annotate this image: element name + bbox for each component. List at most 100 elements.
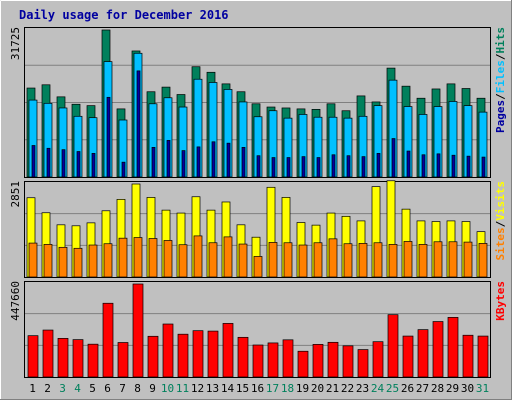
bar-kbytes-day-17: [267, 342, 279, 378]
bar-pages-day-10: [166, 140, 171, 178]
x-tick-label-day-4: 4: [74, 382, 81, 395]
legend-kbytes: KBytes: [494, 281, 507, 321]
bar-sites-day-21: [328, 238, 338, 278]
legend-bottom-line: KBytes: [494, 281, 507, 321]
bar-kbytes-day-2: [42, 329, 54, 378]
bar-kbytes-day-4: [72, 339, 84, 378]
legend-sep-1: /: [494, 93, 507, 100]
panel-middle-max-label: 2851: [9, 181, 22, 208]
x-tick-label-day-25: 25: [386, 382, 399, 395]
x-tick-label-day-15: 15: [236, 382, 249, 395]
legend-pages: Pages: [494, 100, 507, 133]
x-tick-label-day-22: 22: [341, 382, 354, 395]
bar-kbytes-day-5: [87, 343, 99, 378]
bar-sites-day-15: [238, 243, 248, 278]
bar-sites-day-19: [298, 244, 308, 278]
bar-kbytes-day-14: [222, 323, 234, 378]
bar-kbytes-day-26: [402, 335, 414, 378]
bar-sites-day-6: [103, 243, 113, 278]
x-tick-label-day-21: 21: [326, 382, 339, 395]
bar-pages-day-17: [271, 157, 276, 178]
bar-pages-day-13: [211, 141, 216, 178]
bar-sites-day-31: [478, 243, 488, 278]
legend-top-line: Pages/Files/Hits: [494, 27, 507, 133]
bar-sites-day-18: [283, 242, 293, 278]
bar-sites-day-13: [208, 242, 218, 278]
bar-sites-day-3: [58, 246, 68, 278]
bar-kbytes-day-7: [117, 342, 129, 378]
legend-middle-line: Sites/Visits: [494, 181, 507, 261]
bar-sites-day-7: [118, 237, 128, 278]
bar-sites-day-4: [73, 247, 83, 278]
bar-pages-day-2: [46, 147, 51, 178]
bar-pages-day-29: [451, 154, 456, 178]
bar-sites-day-17: [268, 242, 278, 278]
bar-pages-day-15: [241, 147, 246, 178]
bar-sites-day-12: [193, 235, 203, 278]
bar-sites-day-16: [253, 256, 263, 278]
bar-kbytes-day-15: [237, 336, 249, 378]
bar-pages-day-9: [151, 147, 156, 178]
panel-bottom-max-label: 447660: [9, 281, 22, 321]
bar-pages-day-19: [301, 156, 306, 178]
bar-pages-day-24: [376, 153, 381, 178]
bar-kbytes-day-10: [162, 323, 174, 378]
bar-sites-day-20: [313, 242, 323, 278]
bar-pages-day-25: [391, 138, 396, 178]
bar-kbytes-day-11: [177, 333, 189, 378]
bar-kbytes-day-3: [57, 338, 69, 378]
bar-pages-day-18: [286, 157, 291, 178]
bar-kbytes-day-8: [132, 283, 144, 378]
bar-kbytes-day-18: [282, 339, 294, 378]
bar-sites-day-29: [448, 241, 458, 278]
bar-pages-day-27: [421, 154, 426, 178]
bar-kbytes-day-31: [477, 335, 489, 378]
bar-kbytes-day-29: [447, 317, 459, 378]
bar-kbytes-day-30: [462, 334, 474, 378]
x-tick-label-day-13: 13: [206, 382, 219, 395]
x-tick-label-day-26: 26: [401, 382, 414, 395]
bar-sites-day-28: [433, 241, 443, 278]
x-tick-label-day-1: 1: [29, 382, 36, 395]
bar-sites-day-27: [418, 244, 428, 278]
legend-files: Files: [494, 60, 507, 93]
bar-kbytes-day-9: [147, 335, 159, 378]
bar-kbytes-day-25: [387, 314, 399, 378]
legend-sep-3: /: [494, 220, 507, 227]
bar-sites-day-25: [388, 244, 398, 278]
bar-sites-day-1: [28, 242, 38, 278]
bar-sites-day-5: [88, 244, 98, 278]
bar-pages-day-26: [406, 150, 411, 178]
bar-pages-day-23: [361, 156, 366, 178]
bar-pages-day-8: [136, 70, 141, 178]
x-tick-label-day-19: 19: [296, 382, 309, 395]
bar-kbytes-day-22: [342, 345, 354, 378]
bar-pages-day-1: [31, 145, 36, 178]
bar-pages-day-28: [436, 153, 441, 178]
bar-kbytes-day-12: [192, 330, 204, 378]
legend-sep-2: /: [494, 53, 507, 60]
bar-kbytes-day-20: [312, 344, 324, 378]
bar-pages-day-30: [466, 155, 471, 178]
bar-pages-day-16: [256, 155, 261, 178]
bar-kbytes-day-21: [327, 341, 339, 378]
x-tick-label-day-14: 14: [221, 382, 235, 395]
x-tick-label-day-11: 11: [176, 382, 189, 395]
x-tick-label-day-29: 29: [446, 382, 459, 395]
panel-bottom-frame: [24, 281, 491, 378]
bar-kbytes-day-19: [297, 350, 309, 378]
legend-sites: Sites: [494, 227, 507, 260]
bar-kbytes-day-6: [102, 302, 114, 378]
bar-pages-day-14: [226, 142, 231, 178]
bar-kbytes-day-23: [357, 349, 369, 378]
bar-pages-day-6: [106, 96, 111, 178]
bar-sites-day-23: [358, 243, 368, 278]
x-tick-label-day-28: 28: [431, 382, 444, 395]
x-tick-label-day-18: 18: [281, 382, 294, 395]
x-tick-label-day-27: 27: [416, 382, 429, 395]
chart-title: Daily usage for December 2016: [19, 8, 229, 22]
bar-pages-day-4: [76, 151, 81, 178]
bar-kbytes-day-24: [372, 341, 384, 378]
panel-middle-frame: [24, 181, 491, 278]
